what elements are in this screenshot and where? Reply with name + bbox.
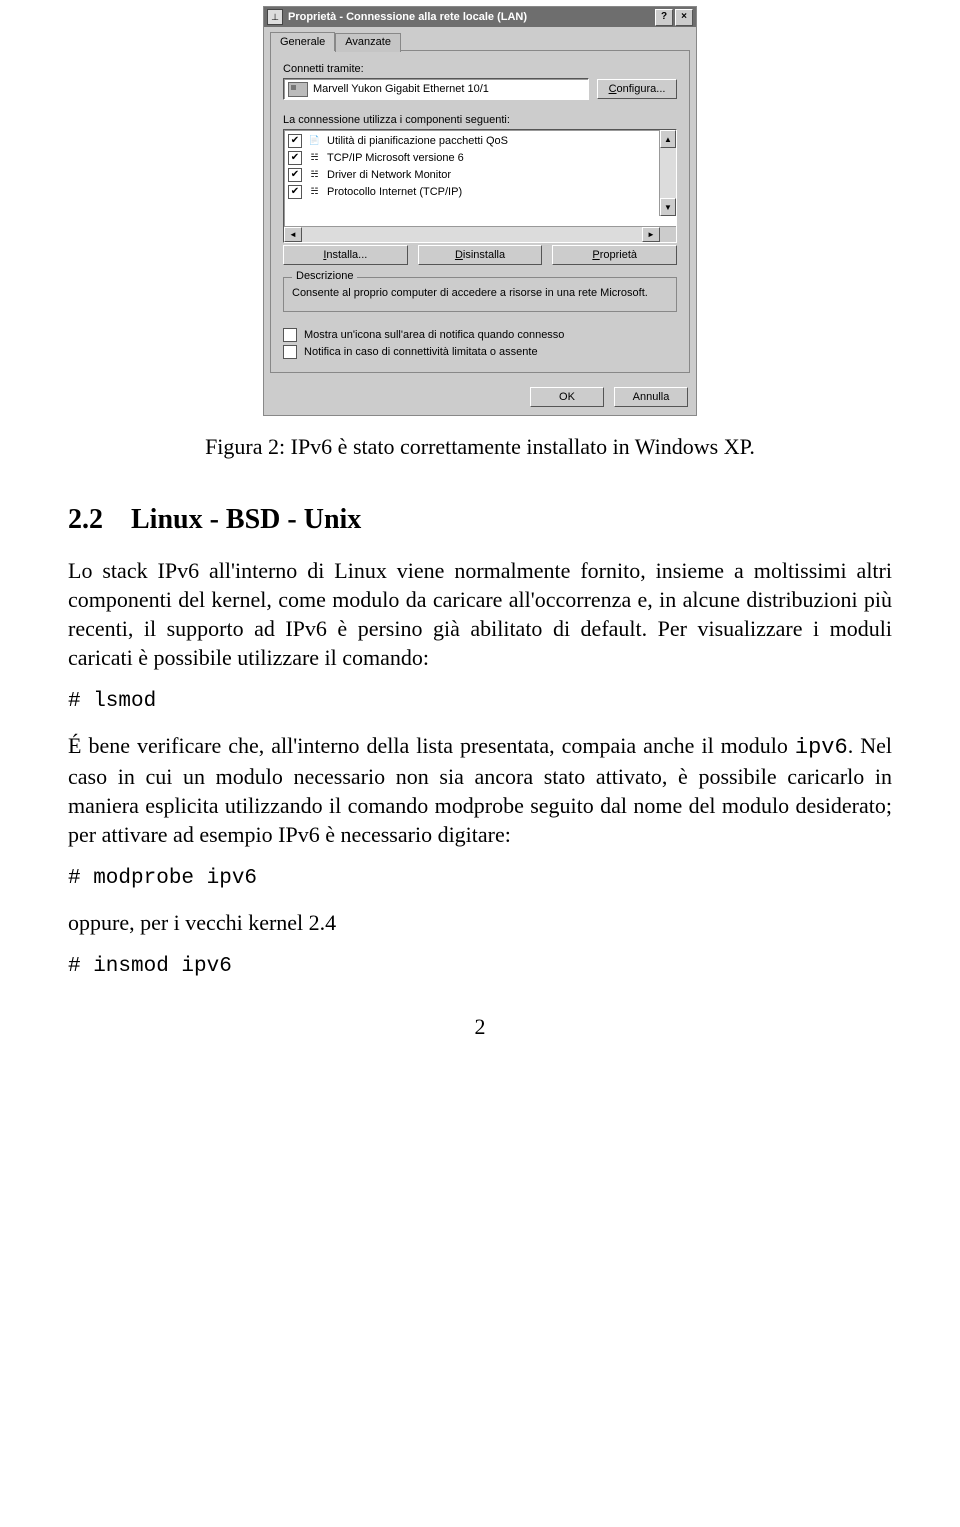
tab-panel-general: Connetti tramite: Marvell Yukon Gigabit … — [270, 50, 690, 373]
tab-advanced[interactable]: Avanzate — [335, 33, 401, 52]
tab-strip: Generale Avanzate — [270, 31, 690, 50]
checkbox-icon[interactable]: ✔ — [288, 151, 302, 165]
code-block: # lsmod — [68, 690, 892, 713]
scroll-down-icon[interactable]: ▼ — [660, 198, 676, 216]
properties-button[interactable]: Proprietà — [552, 245, 677, 265]
dialog-screenshot: ⊥ Proprietà - Connessione alla rete loca… — [0, 6, 960, 416]
code-block: # modprobe ipv6 — [68, 867, 892, 890]
description-legend: Descrizione — [292, 270, 357, 282]
page-number: 2 — [68, 1014, 892, 1040]
list-item[interactable]: ✔ 📄 Utilità di pianificazione pacchetti … — [284, 132, 659, 149]
tab-general[interactable]: Generale — [270, 32, 335, 51]
components-label: La connessione utilizza i componenti seg… — [283, 114, 677, 126]
connect-via-label: Connetti tramite: — [283, 63, 677, 75]
nic-icon — [288, 82, 308, 97]
list-item-label: Utilità di pianificazione pacchetti QoS — [327, 135, 508, 147]
uninstall-button[interactable]: Disinstalla — [418, 245, 543, 265]
section-number: 2.2 — [68, 504, 103, 535]
checkbox-label: Mostra un'icona sull'area di notifica qu… — [304, 329, 564, 341]
adapter-name: Marvell Yukon Gigabit Ethernet 10/1 — [313, 83, 489, 95]
list-item[interactable]: ✔ ☵ Driver di Network Monitor — [284, 166, 659, 183]
list-item[interactable]: ✔ ☵ Protocollo Internet (TCP/IP) — [284, 183, 659, 200]
checkbox-icon[interactable]: ✔ — [288, 185, 302, 199]
list-item-label: TCP/IP Microsoft versione 6 — [327, 152, 464, 164]
scroll-up-icon[interactable]: ▲ — [660, 130, 676, 148]
cancel-button[interactable]: Annulla — [614, 387, 688, 407]
protocol-icon: ☵ — [307, 152, 322, 164]
adapter-field[interactable]: Marvell Yukon Gigabit Ethernet 10/1 — [283, 78, 589, 100]
list-item-label: Protocollo Internet (TCP/IP) — [327, 186, 462, 198]
paragraph: Lo stack IPv6 all'interno di Linux viene… — [68, 556, 892, 672]
ok-button[interactable]: OK — [530, 387, 604, 407]
checkbox-icon[interactable] — [283, 345, 297, 359]
checkbox-icon[interactable]: ✔ — [288, 168, 302, 182]
checkbox-icon[interactable] — [283, 328, 297, 342]
vertical-scrollbar[interactable]: ▲ ▼ — [659, 130, 676, 216]
description-text: Consente al proprio computer di accedere… — [292, 286, 668, 301]
help-button[interactable]: ? — [655, 9, 673, 26]
section-title: Linux - BSD - Unix — [131, 504, 361, 535]
paragraph: oppure, per i vecchi kernel 2.4 — [68, 908, 892, 937]
figure-caption: Figura 2: IPv6 è stato correttamente ins… — [68, 434, 892, 460]
section-heading: 2.2 Linux - BSD - Unix — [68, 504, 892, 536]
show-icon-checkbox[interactable]: Mostra un'icona sull'area di notifica qu… — [283, 328, 677, 342]
properties-dialog: ⊥ Proprietà - Connessione alla rete loca… — [263, 6, 697, 416]
close-button[interactable]: × — [675, 9, 693, 26]
description-groupbox: Descrizione Consente al proprio computer… — [283, 277, 677, 312]
components-listbox[interactable]: ✔ 📄 Utilità di pianificazione pacchetti … — [283, 129, 677, 243]
inline-code: ipv6 — [795, 735, 848, 760]
scroll-right-icon[interactable]: ► — [642, 227, 660, 242]
scroll-left-icon[interactable]: ◄ — [284, 227, 302, 242]
paragraph: É bene verificare che, all'interno della… — [68, 731, 892, 849]
window-title: Proprietà - Connessione alla rete locale… — [288, 11, 655, 23]
configure-button[interactable]: Configura... — [597, 79, 677, 99]
checkbox-label: Notifica in caso di connettività limitat… — [304, 346, 538, 358]
document-body: Figura 2: IPv6 è stato correttamente ins… — [0, 434, 960, 1080]
titlebar: ⊥ Proprietà - Connessione alla rete loca… — [264, 7, 696, 27]
install-button[interactable]: Installa... — [283, 245, 408, 265]
window-icon: ⊥ — [267, 9, 283, 25]
code-block: # insmod ipv6 — [68, 955, 892, 978]
service-icon: 📄 — [307, 135, 322, 147]
notify-limited-checkbox[interactable]: Notifica in caso di connettività limitat… — [283, 345, 677, 359]
protocol-icon: ☵ — [307, 186, 322, 198]
horizontal-scrollbar[interactable]: ◄ ► — [284, 226, 676, 242]
checkbox-icon[interactable]: ✔ — [288, 134, 302, 148]
list-item[interactable]: ✔ ☵ TCP/IP Microsoft versione 6 — [284, 149, 659, 166]
list-item-label: Driver di Network Monitor — [327, 169, 451, 181]
protocol-icon: ☵ — [307, 169, 322, 181]
